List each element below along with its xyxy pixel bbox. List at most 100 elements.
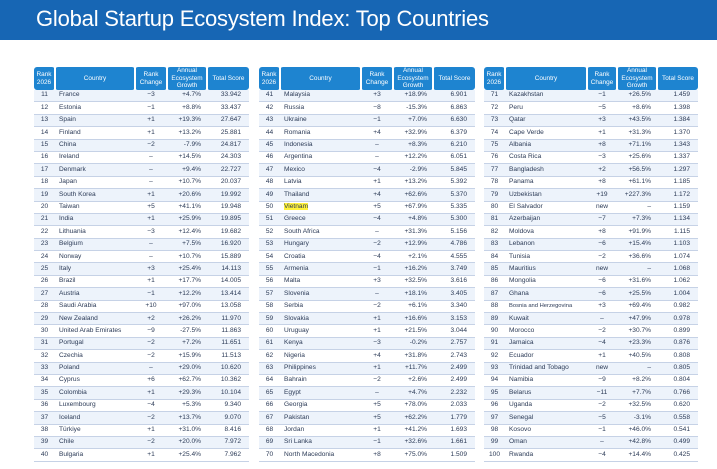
country-name: Türkiye bbox=[59, 426, 81, 434]
country-cell: Bulgaria bbox=[55, 448, 135, 462]
country-name: Albania bbox=[509, 141, 531, 149]
country-name: Croatia bbox=[284, 252, 306, 260]
rank-change-cell: −2 bbox=[135, 411, 167, 425]
country-name: Slovenia bbox=[284, 289, 310, 297]
rank-cell: 71 bbox=[484, 90, 505, 103]
rank-change-cell: +3 bbox=[587, 114, 617, 128]
country-cell: Egypt bbox=[280, 386, 361, 400]
rank-change-cell: new bbox=[587, 262, 617, 276]
total-score-cell: 3.616 bbox=[433, 275, 475, 289]
rank-cell: 53 bbox=[259, 238, 280, 252]
rank-change-cell: −1 bbox=[361, 436, 393, 450]
growth-cell: +2.6% bbox=[393, 374, 433, 388]
table-row: 27 Austria −1 +12.2% 13.414 bbox=[34, 287, 249, 301]
country-cell: Belarus bbox=[505, 386, 587, 400]
table-row: 68 Jordan +1 +41.2% 1.693 bbox=[259, 424, 475, 437]
table-row: 12 Estonia −1 +8.8% 33.437 bbox=[34, 101, 249, 115]
country-cell: Kosovo bbox=[505, 424, 587, 437]
rank-cell: 67 bbox=[259, 411, 280, 425]
growth-cell: +91.9% bbox=[617, 225, 657, 239]
growth-cell: +32.5% bbox=[617, 399, 657, 413]
country-cell: Denmark bbox=[55, 163, 135, 177]
total-score-cell: 1.343 bbox=[657, 139, 698, 152]
total-score-cell: 22.727 bbox=[207, 163, 249, 177]
country-name: Mauritius bbox=[509, 264, 536, 272]
rank-cell: 43 bbox=[259, 114, 280, 128]
rank-cell: 61 bbox=[259, 337, 280, 351]
table-row: 65 Egypt – +4.7% 2.232 bbox=[259, 386, 475, 400]
total-score-cell: 19.895 bbox=[207, 213, 249, 227]
country-name: Greece bbox=[284, 215, 306, 223]
country-name: Pakistan bbox=[284, 413, 310, 421]
growth-cell: +7.0% bbox=[393, 114, 433, 128]
table-header-row: Rank 2026 Country Rank Change Annual Eco… bbox=[484, 67, 698, 90]
table-row: 82 Moldova +8 +91.9% 1.115 bbox=[484, 225, 698, 239]
rank-change-cell: +1 bbox=[361, 362, 393, 376]
country-name: Indonesia bbox=[284, 141, 313, 149]
growth-cell: +56.5% bbox=[617, 163, 657, 177]
table-row: 81 Azerbaijan −7 +7.3% 1.134 bbox=[484, 213, 698, 227]
country-cell: Norway bbox=[55, 250, 135, 264]
country-name: Jordan bbox=[284, 426, 305, 434]
country-cell: Malta bbox=[280, 275, 361, 289]
total-score-cell: 9.070 bbox=[207, 411, 249, 425]
country-header: Country bbox=[54, 67, 135, 90]
rank-cell: 65 bbox=[259, 386, 280, 400]
country-cell: Kuwait bbox=[505, 312, 587, 326]
rank-change-cell: −2 bbox=[587, 399, 617, 413]
growth-cell: +32.9% bbox=[393, 126, 433, 140]
total-score-cell: 14.005 bbox=[207, 275, 249, 289]
growth-header: Annual Ecosystem Growth bbox=[616, 67, 657, 90]
rank-cell: 75 bbox=[484, 139, 505, 152]
total-score-cell: 2.232 bbox=[433, 386, 475, 400]
table-row: 48 Latvia +1 +13.2% 5.392 bbox=[259, 176, 475, 190]
rank-change-cell: −6 bbox=[587, 275, 617, 289]
rank-cell: 88 bbox=[484, 300, 505, 314]
growth-cell: +31.3% bbox=[617, 126, 657, 140]
rank-cell: 45 bbox=[259, 139, 280, 152]
country-cell: New Zealand bbox=[55, 312, 135, 326]
total-score-cell: 6.051 bbox=[433, 151, 475, 165]
table-row: 32 Czechia −2 +15.9% 11.513 bbox=[34, 349, 249, 363]
total-score-cell: 2.499 bbox=[433, 374, 475, 388]
country-name: France bbox=[59, 91, 80, 99]
country-cell: Belgium bbox=[55, 238, 135, 252]
country-cell: South Africa bbox=[280, 225, 361, 239]
country-name: Costa Rica bbox=[509, 153, 542, 161]
country-cell: Azerbaijan bbox=[505, 213, 587, 227]
rank-change-cell: +1 bbox=[135, 424, 167, 437]
rank-change-cell: – bbox=[135, 238, 167, 252]
rank-cell: 76 bbox=[484, 151, 505, 165]
country-name: Bahrain bbox=[284, 376, 307, 384]
table-row: 57 Slovenia – +18.1% 3.405 bbox=[259, 287, 475, 301]
total-score-cell: 13.058 bbox=[207, 300, 249, 314]
rank-cell: 40 bbox=[34, 448, 55, 462]
growth-header: Annual Ecosystem Growth bbox=[166, 67, 207, 90]
growth-cell: +12.4% bbox=[167, 225, 207, 239]
country-name: Slovakia bbox=[284, 314, 309, 322]
table-row: 96 Uganda −2 +32.5% 0.620 bbox=[484, 399, 698, 413]
rank-change-cell: +2 bbox=[135, 312, 167, 326]
table-row: 91 Jamaica −4 +23.3% 0.876 bbox=[484, 337, 698, 351]
country-name: Spain bbox=[59, 116, 76, 124]
rank-change-cell: −1 bbox=[587, 90, 617, 103]
rank-change-cell: −5 bbox=[587, 411, 617, 425]
growth-cell: +75.0% bbox=[393, 448, 433, 462]
growth-cell: +31.3% bbox=[393, 225, 433, 239]
rank-change-header: Rank Change bbox=[134, 67, 167, 90]
growth-cell: +25.6% bbox=[617, 151, 657, 165]
country-name: Armenia bbox=[284, 264, 309, 272]
country-cell: Thailand bbox=[280, 188, 361, 202]
total-score-cell: 0.899 bbox=[657, 324, 698, 338]
growth-cell: +227.3% bbox=[617, 188, 657, 202]
rank-change-cell: +1 bbox=[135, 114, 167, 128]
country-name: Qatar bbox=[509, 116, 526, 124]
rank-cell: 26 bbox=[34, 275, 55, 289]
country-cell: Qatar bbox=[505, 114, 587, 128]
country-cell: China bbox=[55, 139, 135, 152]
rank-change-cell: −4 bbox=[587, 337, 617, 351]
country-cell: Brazil bbox=[55, 275, 135, 289]
total-score-cell: 6.630 bbox=[433, 114, 475, 128]
growth-cell: -7.9% bbox=[167, 139, 207, 152]
country-cell: Japan bbox=[55, 176, 135, 190]
